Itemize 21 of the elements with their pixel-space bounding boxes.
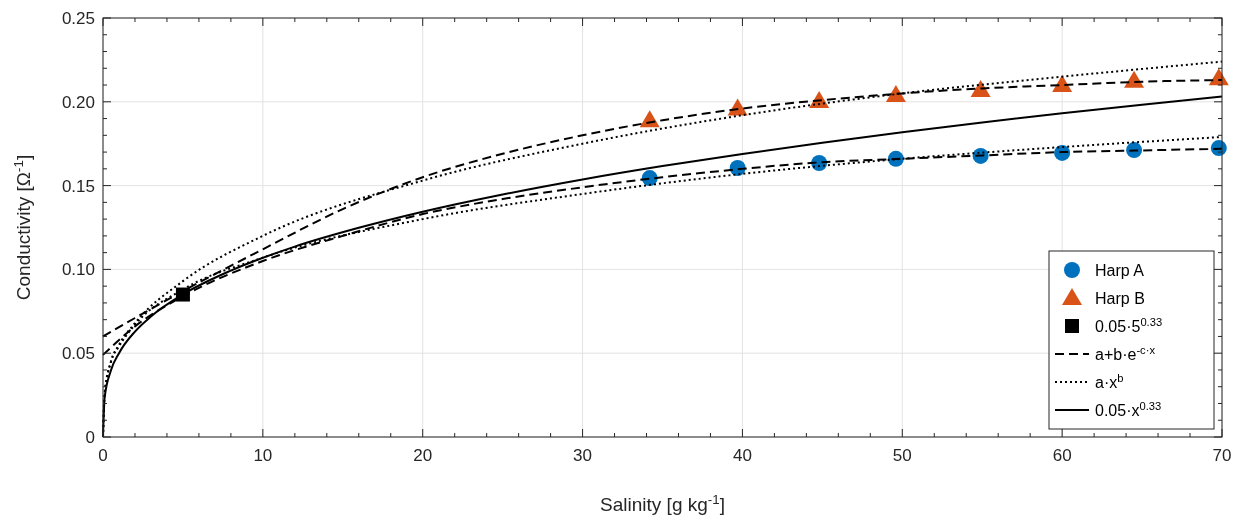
x-tick-label: 50 <box>892 446 912 465</box>
legend-label: Harp B <box>1095 290 1145 307</box>
y-tick-label: 0.10 <box>61 260 95 280</box>
x-axis-title: Salinity [g kg$^{-1}$] <box>600 491 725 515</box>
y-tick-label: 0 <box>85 428 95 447</box>
legend-label: a·x$^{b}$ <box>1095 372 1124 391</box>
legend-label: a+b·e$^{-c·x}$ <box>1095 344 1156 363</box>
y-tick-label: 0.25 <box>61 9 95 28</box>
y-tick-label: 0.05 <box>61 344 95 364</box>
y-tick-label: 0.15 <box>61 176 95 196</box>
x-tick-label: 0 <box>98 446 108 465</box>
x-tick-label: 10 <box>253 446 273 465</box>
y-tick-label: 0.20 <box>61 92 95 112</box>
legend-label: 0.05·x$^{0.33}$ <box>1095 400 1162 419</box>
legend-label: Harp A <box>1095 262 1145 279</box>
x-tick-label: 30 <box>573 446 593 465</box>
x-tick-label: 20 <box>413 446 433 465</box>
legend-label: 0.05·5$^{0.33}$ <box>1095 316 1163 335</box>
x-tick-label: 60 <box>1052 446 1072 465</box>
x-tick-label: 40 <box>732 446 752 465</box>
x-tick-label: 70 <box>1212 446 1232 465</box>
